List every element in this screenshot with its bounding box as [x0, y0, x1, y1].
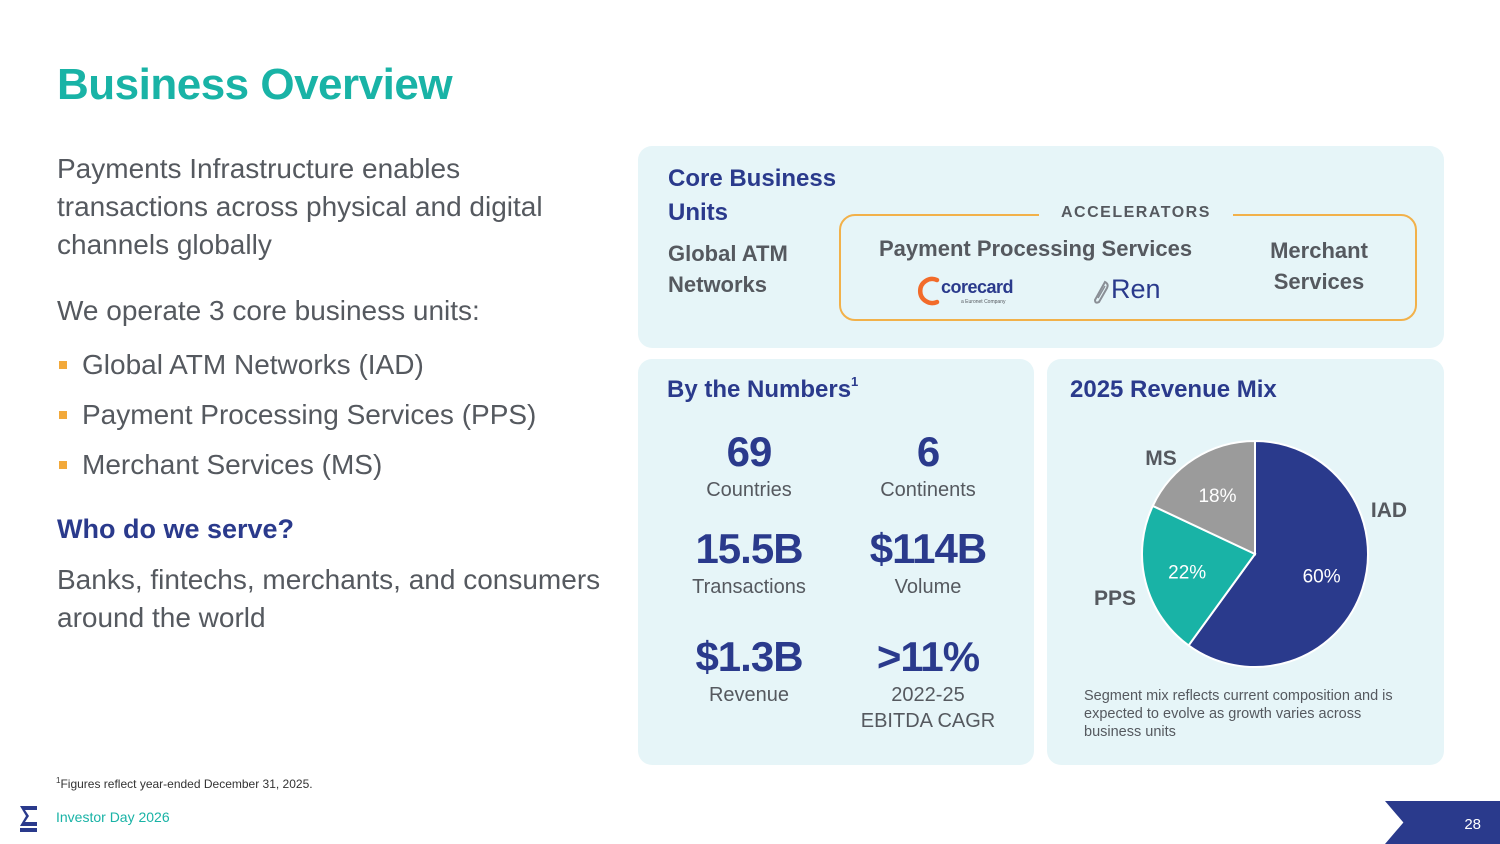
stat-transactions: 15.5B Transactions: [692, 525, 806, 598]
ren-leaf-icon: [1093, 280, 1109, 304]
pie-slice-iad: [1187, 439, 1369, 668]
pie-category-label: PPS: [1094, 587, 1136, 610]
pps-label: Payment Processing Services: [879, 236, 1193, 261]
pie-value-label: 60%: [1303, 567, 1341, 588]
bullet-square-icon: [59, 411, 67, 419]
stat-volume: $114B Volume: [869, 525, 987, 598]
footnote: 1Figures reflect year-ended December 31,…: [56, 776, 313, 791]
corecard-logo: corecard a Euronet Company: [917, 274, 1027, 308]
pie-category-label: IAD: [1371, 499, 1407, 522]
stat-countries: 69 Countries: [706, 428, 792, 501]
bullet-square-icon: [59, 361, 67, 369]
pie-value-label: 22%: [1168, 562, 1206, 583]
units-intro: We operate 3 core business units:: [57, 295, 480, 326]
stat-ebitda-cagr: >11% 2022-25 EBITDA CAGR: [860, 633, 996, 732]
pie-category-label: MS: [1145, 447, 1177, 470]
stat-continents: 6 Continents: [880, 428, 976, 501]
list-item: Global ATM Networks (IAD): [57, 340, 617, 390]
page-number: 28: [1464, 816, 1481, 833]
units-list: Global ATM Networks (IAD) Payment Proces…: [57, 340, 617, 490]
pie-value-label: 18%: [1198, 486, 1236, 507]
merchant-services-label: Merchant Services: [1270, 238, 1368, 294]
bullet-square-icon: [59, 461, 67, 469]
accelerators-label: ACCELERATORS: [1039, 204, 1233, 222]
footnote-marker: 1: [851, 374, 859, 389]
core-business-units-panel: Core Business Units Global ATM Networks …: [638, 146, 1444, 348]
footer-text: Investor Day 2026: [56, 809, 170, 825]
overview-text: Payments Infrastructure enables transact…: [57, 150, 617, 637]
page-number-tab: [1385, 801, 1500, 844]
company-logo-icon: [20, 806, 37, 832]
global-atm-label: Global ATM Networks: [668, 241, 788, 297]
list-item: Merchant Services (MS): [57, 440, 617, 490]
page-title: Business Overview: [57, 60, 453, 109]
ren-logo: Ren: [1091, 274, 1181, 308]
core-heading: Core Business Units: [668, 165, 837, 226]
pie-slice-ms: [1151, 439, 1256, 556]
mix-note: Segment mix reflects current composition…: [1084, 688, 1393, 740]
list-item: Payment Processing Services (PPS): [57, 390, 617, 440]
serve-heading: Who do we serve?: [57, 514, 295, 544]
stat-revenue: $1.3B Revenue: [695, 633, 803, 706]
mix-heading: 2025 Revenue Mix: [1070, 376, 1277, 403]
by-the-numbers-panel: By the Numbers1 69 Countries 6 Continent…: [638, 359, 1034, 765]
accelerators-box: ACCELERATORS Payment Processing Services…: [839, 204, 1417, 321]
numbers-heading: By the Numbers1: [667, 374, 859, 403]
corecard-c-icon: [918, 276, 940, 306]
intro-text: Payments Infrastructure enables transact…: [57, 153, 543, 260]
revenue-mix-panel: 2025 Revenue Mix 60% IAD 22% PPS 18% MS Segme…: [1047, 359, 1444, 765]
revenue-mix-pie-chart: 60% IAD 22% PPS 18% MS: [1094, 439, 1407, 668]
serve-text: Banks, fintechs, merchants, and consumer…: [57, 564, 601, 633]
